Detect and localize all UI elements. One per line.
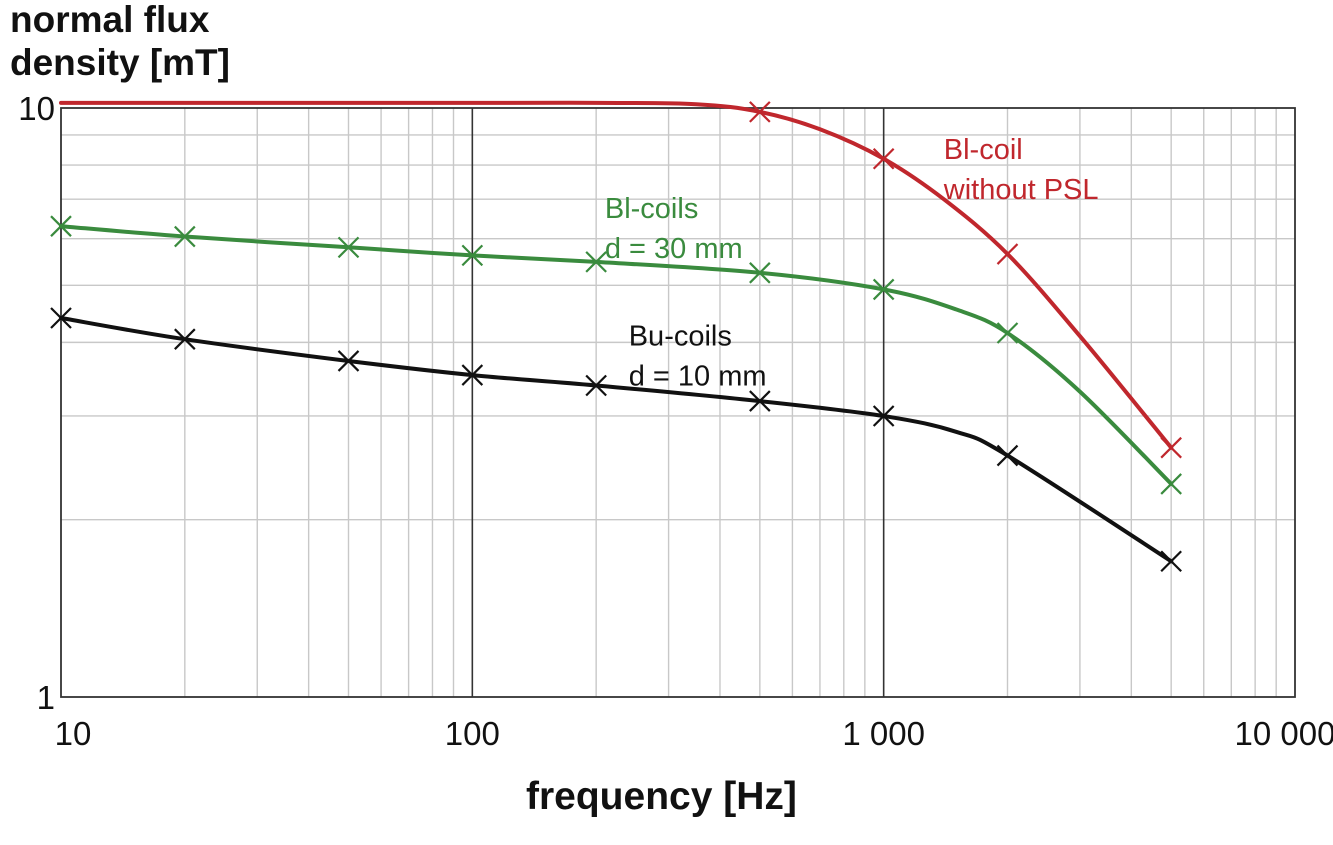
marker-stroke [461,364,484,386]
marker-stroke [996,243,1019,265]
data-point-marker [50,307,72,329]
data-point-marker [996,322,1019,344]
data-point-marker [749,262,771,284]
series-label: Bl-coil [944,134,1023,166]
series-line-2 [59,316,1174,564]
marker-stroke [1160,436,1182,459]
marker-stroke [872,147,895,170]
data-point-marker [585,251,607,273]
x-tick-label: 10 000 [1235,715,1333,752]
marker-stroke [872,278,895,301]
data-point-marker [872,147,895,170]
series-line-0 [59,100,1174,450]
marker-stroke [50,307,72,329]
marker-stroke [749,262,771,284]
series-label: d = 30 mm [605,233,743,265]
y-axis-title-line-2: density [mT] [10,42,230,83]
x-tick-label: 10 [55,715,92,752]
marker-stroke [174,328,196,350]
marker-stroke [50,215,72,237]
marker-stroke [585,251,607,273]
data-point-marker [872,278,895,301]
marker-stroke [749,390,771,412]
series-label: Bl-coils [605,193,698,225]
marker-stroke [461,244,484,267]
marker-stroke [872,405,895,427]
marker-stroke [337,236,360,259]
data-point-marker [1160,436,1182,459]
x-tick-label: 1 000 [842,715,925,752]
data-point-marker [749,101,771,123]
data-point-marker [1160,550,1182,573]
y-tick-label: 1 [37,679,55,716]
data-point-marker [461,364,484,386]
x-tick-label: 100 [445,715,500,752]
series-label: d = 10 mm [629,361,767,393]
data-point-marker [872,405,895,427]
data-point-marker [1160,473,1182,495]
data-point-marker [996,444,1019,467]
y-tick-label: 10 [18,90,55,127]
data-point-marker [174,328,196,350]
marker-stroke [337,350,360,372]
series-label: Bu-coils [629,321,732,353]
marker-stroke [174,225,196,248]
x-axis-title: frequency [Hz] [526,775,797,818]
marker-stroke [585,374,607,397]
series-line-1 [59,224,1174,486]
data-point-marker [461,244,484,267]
series-label: without PSL [943,174,1099,206]
y-axis-title-line-1: normal flux [10,0,210,40]
marker-stroke [1160,550,1182,573]
data-point-marker [50,215,72,237]
data-point-marker [174,225,196,248]
marker-stroke [749,101,771,123]
data-point-marker [337,350,360,372]
data-point-marker [585,374,607,397]
data-point-marker [749,390,771,412]
marker-stroke [996,322,1019,344]
plot-frame [60,107,1296,698]
data-point-marker [337,236,360,259]
marker-stroke [996,444,1019,467]
data-point-marker [996,243,1019,265]
marker-stroke [1160,473,1182,495]
